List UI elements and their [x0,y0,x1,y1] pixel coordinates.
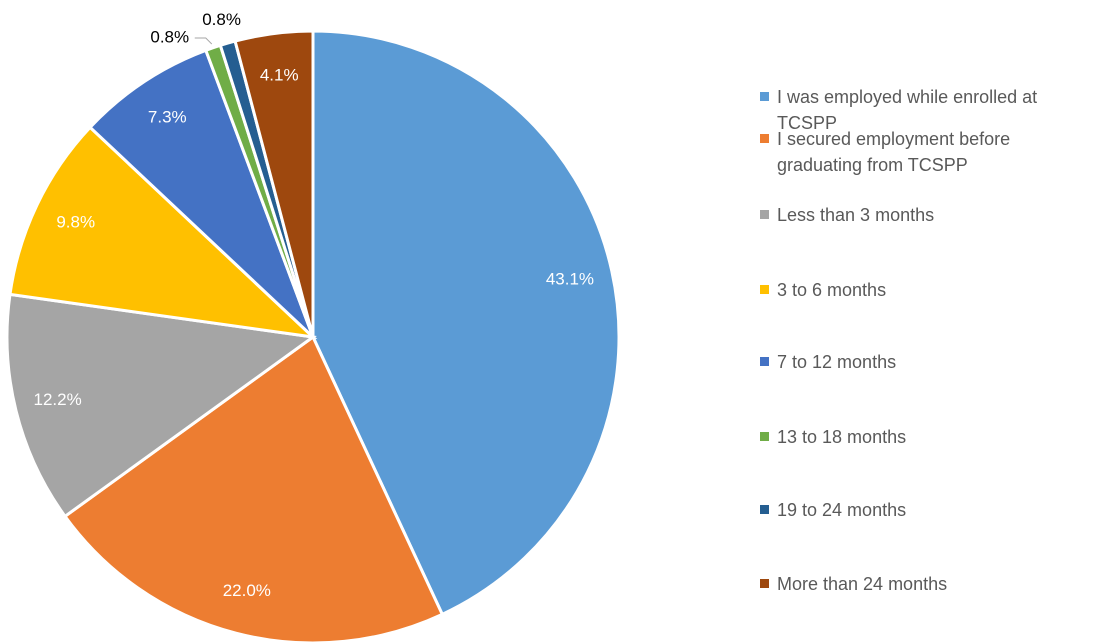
pie-slice [311,29,621,617]
legend-swatch [760,432,769,441]
data-label: 0.8% [150,27,189,46]
legend-label: More than 24 months [777,574,948,594]
legend-label: 19 to 24 months [777,500,907,520]
legend-label: Less than 3 months [777,205,935,225]
legend-label: 3 to 6 months [777,280,887,300]
legend-swatch [760,579,769,588]
legend-entry: 13 to 18 months [760,424,1080,450]
legend-swatch [760,210,769,219]
legend-label: I was employed while enrolled at TCSPP [777,87,1038,133]
legend-entry: 7 to 12 months [760,349,1080,375]
pie-slice [8,125,318,340]
leader-line [194,37,213,45]
data-label: 0.8% [202,10,241,29]
pie-slice [5,292,317,519]
legend-entry: I was employed while enrolled at TCSPP [760,84,1080,136]
legend-swatch [760,134,769,143]
data-label: 43.1% [546,270,594,289]
legend-label: 13 to 18 months [777,427,907,447]
legend-swatch [760,285,769,294]
legend-swatch [760,357,769,366]
legend-entry: 3 to 6 months [760,277,1080,303]
legend-label: I secured employment before graduating f… [777,129,1011,175]
legend-swatch [760,505,769,514]
legend-label: 7 to 12 months [777,352,897,372]
legend-entry: More than 24 months [760,571,1080,597]
data-label: 7.3% [148,107,187,126]
data-label: 12.2% [33,390,81,409]
pie-slice [87,48,315,339]
legend-entry: I secured employment before graduating f… [760,126,1080,178]
pie-slice [62,334,445,643]
pie-slice [233,29,315,338]
data-label: 9.8% [56,213,95,232]
data-label: 22.0% [223,581,271,600]
legend-swatch [760,92,769,101]
legend-entry: Less than 3 months [760,202,1080,228]
data-label: 4.1% [260,66,299,85]
legend-entry: 19 to 24 months [760,497,1080,523]
